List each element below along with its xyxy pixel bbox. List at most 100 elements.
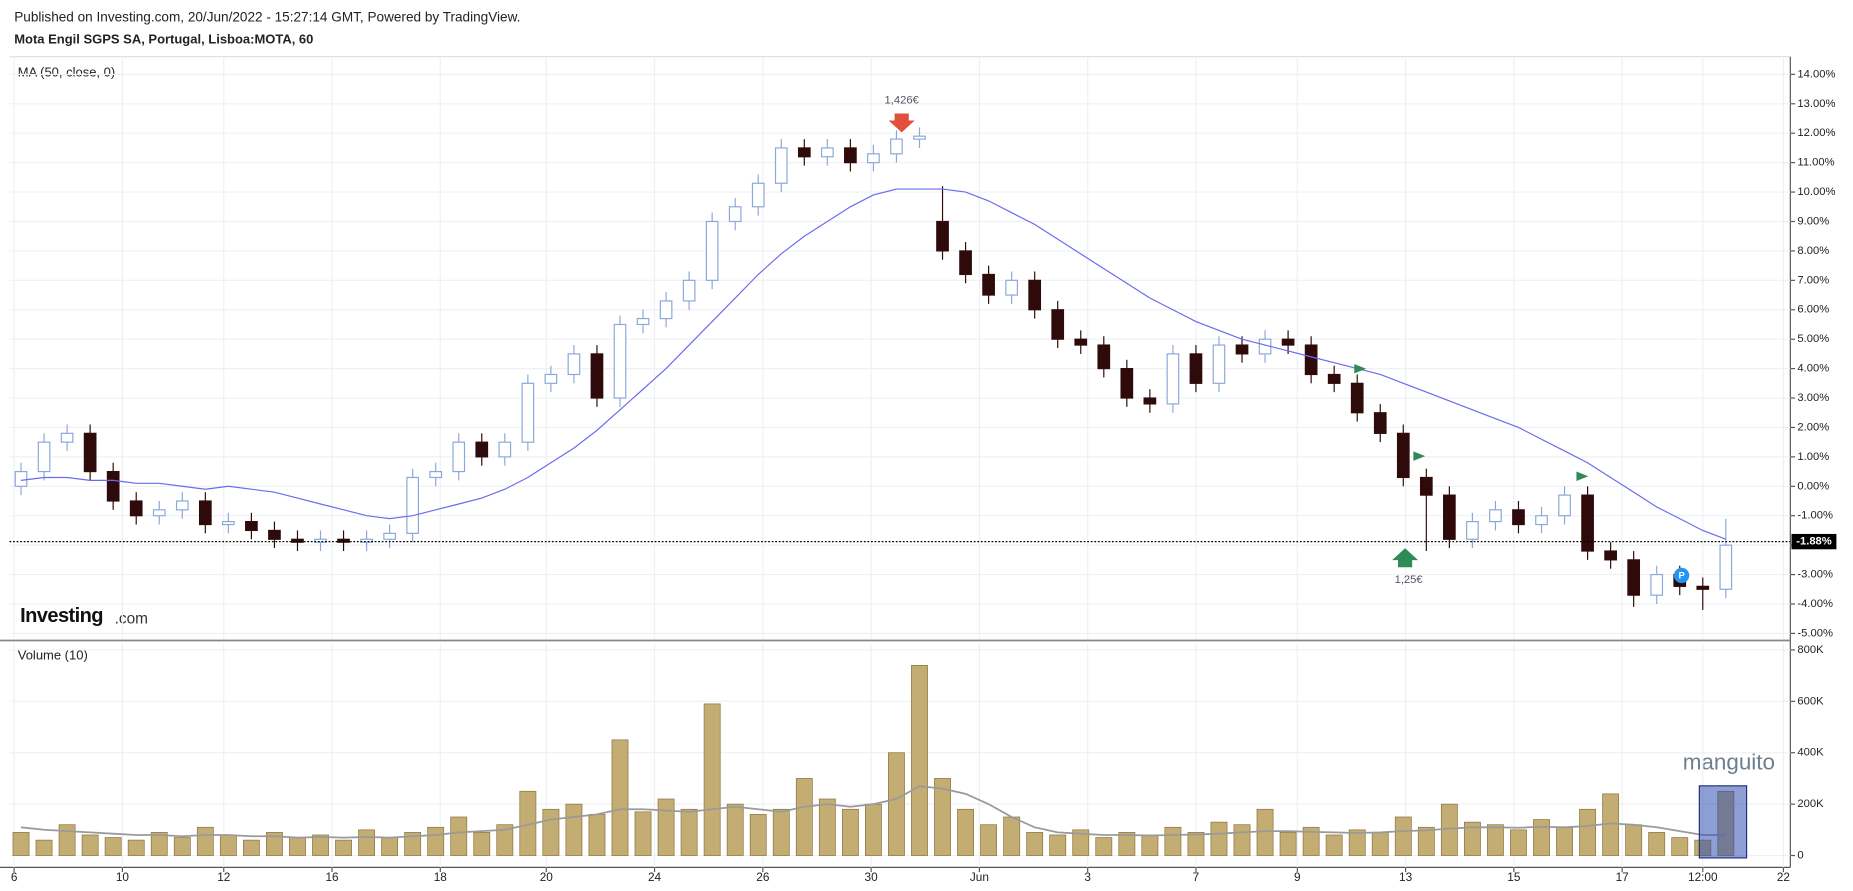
- volume-bar: [242, 839, 260, 856]
- volume-bar: [1487, 824, 1504, 856]
- volume-bar: [772, 808, 790, 856]
- x-tick-label: 26: [756, 870, 770, 884]
- candle-body: [1235, 344, 1249, 355]
- candle-body: [1558, 494, 1571, 517]
- y-tick-label: 0: [1797, 850, 1803, 862]
- x-tick-label: 30: [865, 870, 879, 884]
- volume-bar: [657, 798, 675, 856]
- sell-arrow: [888, 113, 915, 133]
- logo: Investing .com: [20, 605, 148, 627]
- candle-body: [360, 538, 373, 543]
- volume-bar: [358, 829, 376, 856]
- candle-body: [659, 300, 673, 320]
- volume-bar: [588, 814, 606, 856]
- volume-bar: [957, 808, 974, 856]
- volume-bar: [1671, 837, 1689, 856]
- volume-bar: [450, 816, 468, 856]
- volume-bar: [1049, 834, 1067, 856]
- candle-body: [475, 441, 489, 458]
- volume-bar: [173, 837, 191, 856]
- candle-body: [1627, 559, 1641, 596]
- candle-body: [1189, 353, 1203, 384]
- x-tick-label: 10: [116, 870, 130, 884]
- current-price-box: [1791, 533, 1837, 550]
- volume-bar: [565, 803, 583, 856]
- candle-body: [1212, 344, 1226, 384]
- candle-body: [1373, 412, 1387, 434]
- volume-bar: [818, 798, 836, 856]
- volume-bar: [404, 832, 422, 856]
- y-tick-label: 5.00%: [1797, 333, 1829, 345]
- x-tick-label: Jun: [970, 870, 989, 884]
- watermark: manguito: [1683, 749, 1775, 774]
- volume-bar: [381, 837, 399, 856]
- candle-body: [1074, 338, 1088, 346]
- volume-bar: [1141, 834, 1159, 856]
- candle-body: [936, 220, 949, 252]
- candle-body: [1097, 344, 1111, 370]
- candle-body: [452, 441, 466, 473]
- candle-body: [521, 382, 535, 443]
- volume-bar: [1187, 832, 1205, 856]
- candle-body: [705, 220, 719, 281]
- volume-bar: [1371, 832, 1389, 856]
- candle-body: [636, 317, 650, 326]
- y-tick-label: 0.00%: [1797, 480, 1829, 492]
- candle-body: [1005, 279, 1018, 296]
- y-tick-label: 2.00%: [1797, 421, 1829, 433]
- candle-body: [1120, 368, 1134, 399]
- volume-bar: [12, 832, 30, 856]
- logo-suffix: .com: [115, 610, 148, 627]
- candle-body: [567, 353, 581, 376]
- volume-bar: [1348, 829, 1366, 856]
- candle-body: [37, 441, 51, 473]
- x-tick-label: 13: [1399, 870, 1413, 884]
- candle-body: [429, 470, 443, 479]
- y-tick-label: 600K: [1797, 695, 1824, 707]
- y-tick-label: 10.00%: [1797, 186, 1835, 198]
- x-tick-label: 7: [1193, 870, 1200, 884]
- candle-body: [959, 250, 972, 276]
- candle-body: [590, 353, 604, 399]
- x-tick-label: 20: [540, 870, 554, 884]
- y-tick-label: -4.00%: [1797, 598, 1833, 610]
- volume-bar: [749, 814, 767, 856]
- highlight-box: [1698, 785, 1748, 859]
- flag: [1354, 363, 1367, 374]
- y-tick-label: 11.00%: [1797, 157, 1834, 169]
- volume-bar: [1579, 808, 1597, 856]
- volume-bar: [934, 778, 951, 856]
- candle-body: [913, 135, 926, 140]
- x-tick-label: 22: [1777, 870, 1790, 884]
- volume-bar: [335, 839, 352, 856]
- candle-body: [1489, 509, 1502, 523]
- candle-body: [1581, 494, 1594, 552]
- x-tick-label: 15: [1507, 870, 1521, 884]
- volume-bar: [473, 832, 491, 856]
- candle-body: [406, 476, 420, 534]
- candle-body: [198, 500, 212, 526]
- x-tick-label: 12: [217, 870, 230, 884]
- volume-bar: [1533, 819, 1550, 856]
- candle-body: [751, 182, 765, 208]
- candle-body: [1051, 309, 1065, 340]
- volume-bar: [81, 834, 99, 856]
- candle-body: [245, 521, 258, 532]
- pin-icon: [1673, 567, 1690, 584]
- flag: [1413, 451, 1426, 461]
- volume-bar: [841, 808, 859, 856]
- volume-bar: [1118, 832, 1136, 856]
- candle-body: [1327, 373, 1341, 384]
- y-tick-label: 12.00%: [1797, 127, 1835, 139]
- candle-body: [1028, 279, 1042, 311]
- volume-bar: [1026, 832, 1044, 856]
- candle-body: [728, 206, 742, 223]
- y-tick-label: 8.00%: [1797, 245, 1829, 257]
- candle-body: [383, 532, 396, 540]
- candle-body: [1604, 550, 1617, 561]
- volume-bar: [219, 834, 237, 856]
- candle-body: [890, 138, 903, 155]
- volume-bar: [980, 824, 998, 856]
